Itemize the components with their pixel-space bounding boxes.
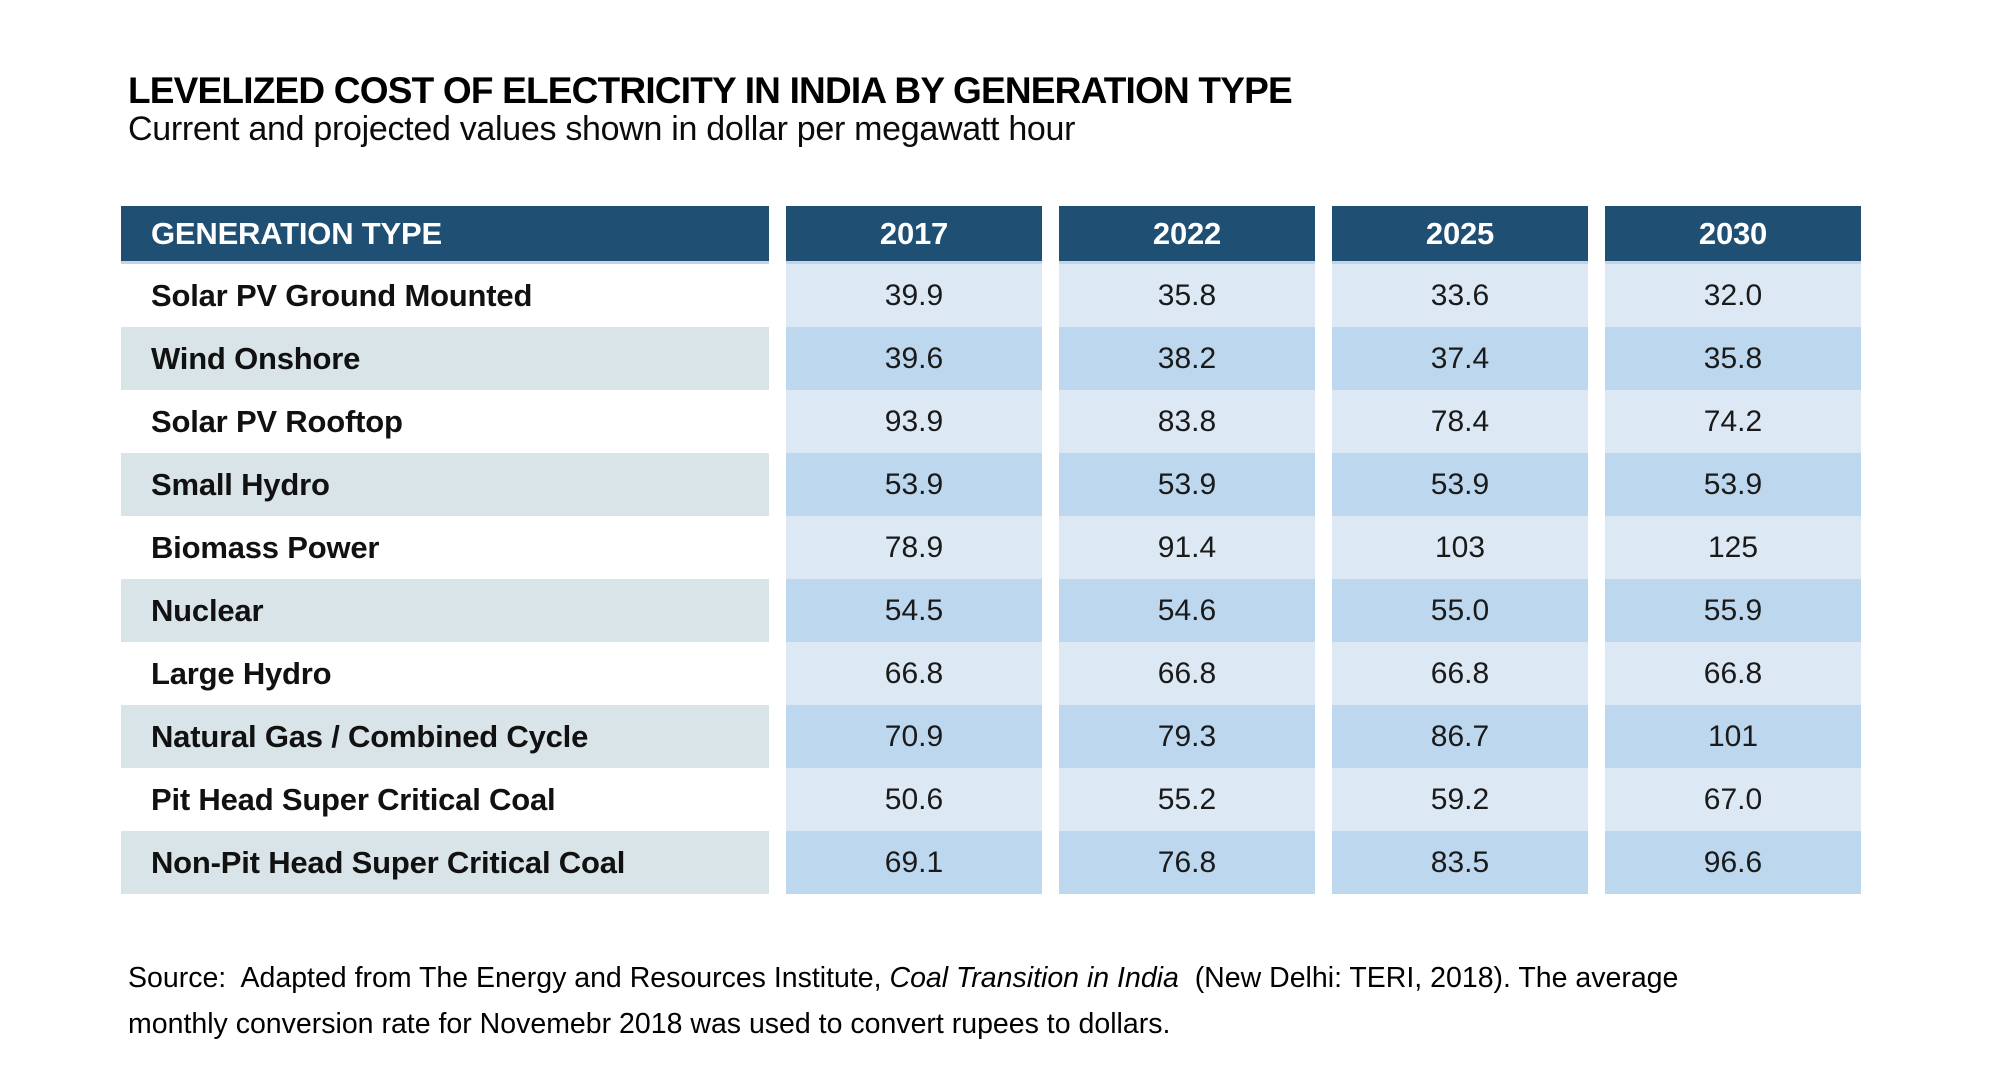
- value-cell: 54.5: [786, 579, 1042, 642]
- value-cell: 39.9: [786, 264, 1042, 327]
- value-cell: 55.2: [1059, 768, 1315, 831]
- value-cell: 83.5: [1332, 831, 1588, 894]
- value-cell: 125: [1605, 516, 1861, 579]
- source-book-title: Coal Transition in India: [889, 962, 1179, 994]
- value-cell: 50.6: [786, 768, 1042, 831]
- row-label: Large Hydro: [121, 642, 769, 705]
- row-label: Solar PV Ground Mounted: [121, 264, 769, 327]
- value-cell: 67.0: [1605, 768, 1861, 831]
- value-cell: 53.9: [1059, 453, 1315, 516]
- row-label: Solar PV Rooftop: [121, 390, 769, 453]
- value-cell: 96.6: [1605, 831, 1861, 894]
- figure-subtitle: Current and projected values shown in do…: [128, 110, 1076, 148]
- row-label: Natural Gas / Combined Cycle: [121, 705, 769, 768]
- value-cell: 38.2: [1059, 327, 1315, 390]
- value-cell: 70.9: [786, 705, 1042, 768]
- table-row: Large Hydro 66.8 66.8 66.8 66.8: [121, 642, 1861, 705]
- lcoe-table: GENERATION TYPE 2017 2022 2025 2030 Solar PV…: [121, 206, 1861, 894]
- value-cell: 91.4: [1059, 516, 1315, 579]
- value-cell: 37.4: [1332, 327, 1588, 390]
- value-cell: 79.3: [1059, 705, 1315, 768]
- value-cell: 35.8: [1605, 327, 1861, 390]
- value-cell: 55.0: [1332, 579, 1588, 642]
- value-cell: 69.1: [786, 831, 1042, 894]
- column-header-year: 2017: [786, 206, 1042, 264]
- value-cell: 32.0: [1605, 264, 1861, 327]
- value-cell: 55.9: [1605, 579, 1861, 642]
- value-cell: 74.2: [1605, 390, 1861, 453]
- value-cell: 59.2: [1332, 768, 1588, 831]
- value-cell: 53.9: [1605, 453, 1861, 516]
- value-cell: 66.8: [786, 642, 1042, 705]
- value-cell: 78.9: [786, 516, 1042, 579]
- value-cell: 66.8: [1332, 642, 1588, 705]
- table-row: Biomass Power 78.9 91.4 103 125: [121, 516, 1861, 579]
- value-cell: 54.6: [1059, 579, 1315, 642]
- value-cell: 86.7: [1332, 705, 1588, 768]
- value-cell: 83.8: [1059, 390, 1315, 453]
- value-cell: 78.4: [1332, 390, 1588, 453]
- table-row: Non-Pit Head Super Critical Coal 69.1 76.8…: [121, 831, 1861, 894]
- source-note: Source: Adapted from The Energy and Reso…: [128, 955, 1678, 1047]
- value-cell: 39.6: [786, 327, 1042, 390]
- value-cell: 76.8: [1059, 831, 1315, 894]
- row-label: Wind Onshore: [121, 327, 769, 390]
- figure-title: LEVELIZED COST OF ELECTRICITY IN INDIA B…: [128, 70, 1293, 111]
- row-label: Nuclear: [121, 579, 769, 642]
- value-cell: 33.6: [1332, 264, 1588, 327]
- value-cell: 101: [1605, 705, 1861, 768]
- table-row: Solar PV Rooftop 93.9 83.8 78.4 74.2: [121, 390, 1861, 453]
- column-header-generation-type: GENERATION TYPE: [121, 206, 769, 264]
- value-cell: 66.8: [1059, 642, 1315, 705]
- row-label: Biomass Power: [121, 516, 769, 579]
- table-row: Solar PV Ground Mounted 39.9 35.8 33.6 32.0: [121, 264, 1861, 327]
- row-label: Small Hydro: [121, 453, 769, 516]
- source-line-2: monthly conversion rate for Novemebr 201…: [128, 1008, 1171, 1040]
- table-body: Solar PV Ground Mounted 39.9 35.8 33.6 32.0 W…: [121, 264, 1861, 894]
- table-row: Natural Gas / Combined Cycle 70.9 79.3 86.7…: [121, 705, 1861, 768]
- table-header-row: GENERATION TYPE 2017 2022 2025 2030: [121, 206, 1861, 264]
- column-header-year: 2030: [1605, 206, 1861, 264]
- value-cell: 35.8: [1059, 264, 1315, 327]
- row-label: Non-Pit Head Super Critical Coal: [121, 831, 769, 894]
- table-row: Wind Onshore 39.6 38.2 37.4 35.8: [121, 327, 1861, 390]
- source-line-1: Source: Adapted from The Energy and Reso…: [128, 955, 1678, 1001]
- table-row: Nuclear 54.5 54.6 55.0 55.9: [121, 579, 1861, 642]
- value-cell: 103: [1332, 516, 1588, 579]
- table-row: Small Hydro 53.9 53.9 53.9 53.9: [121, 453, 1861, 516]
- column-header-year: 2022: [1059, 206, 1315, 264]
- value-cell: 93.9: [786, 390, 1042, 453]
- value-cell: 53.9: [1332, 453, 1588, 516]
- row-label: Pit Head Super Critical Coal: [121, 768, 769, 831]
- value-cell: 66.8: [1605, 642, 1861, 705]
- value-cell: 53.9: [786, 453, 1042, 516]
- source-prefix: Source: Adapted from The Energy and Reso…: [128, 962, 890, 994]
- table-row: Pit Head Super Critical Coal 50.6 55.2 59.2…: [121, 768, 1861, 831]
- source-suffix: (New Delhi: TERI, 2018). The average: [1178, 962, 1679, 994]
- column-header-year: 2025: [1332, 206, 1588, 264]
